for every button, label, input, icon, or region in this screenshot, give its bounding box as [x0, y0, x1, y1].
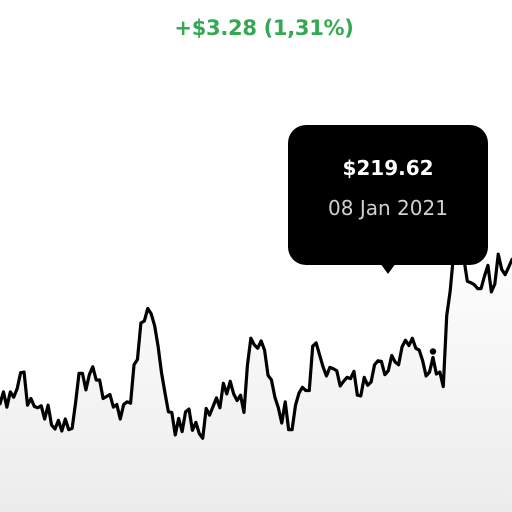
tooltip-date: 08 Jan 2021: [288, 196, 488, 220]
price-tooltip: $219.62 08 Jan 2021: [288, 125, 488, 265]
selected-point-marker: [430, 348, 436, 354]
tooltip-price: $219.62: [288, 156, 488, 180]
